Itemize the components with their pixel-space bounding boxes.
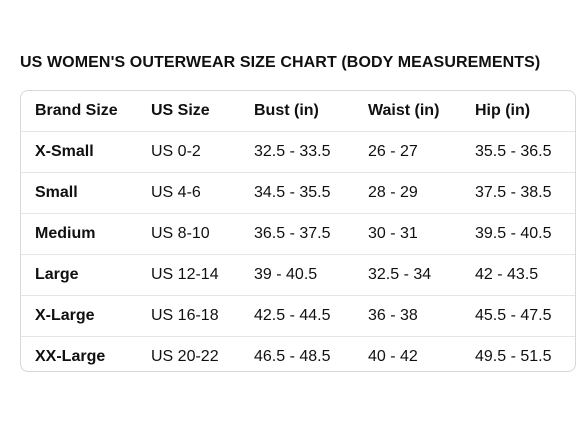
- cell-hip: 35.5 - 36.5: [461, 131, 575, 173]
- cell-us-size: US 16-18: [137, 295, 240, 337]
- cell-us-size: US 0-2: [137, 131, 240, 173]
- cell-bust: 42.5 - 44.5: [240, 295, 354, 337]
- cell-brand-size: Medium: [21, 213, 137, 255]
- cell-hip: 37.5 - 38.5: [461, 172, 575, 214]
- cell-hip: 39.5 - 40.5: [461, 213, 575, 255]
- cell-us-size: US 4-6: [137, 172, 240, 214]
- cell-bust: 46.5 - 48.5: [254, 348, 331, 365]
- cell-bust: 32.5 - 33.5: [240, 131, 354, 173]
- cell-bust: 36.5 - 37.5: [240, 213, 354, 255]
- cell-us-size: US 8-10: [137, 213, 240, 255]
- cell-us-size: US 20-22: [151, 348, 219, 365]
- cell-bust: 39 - 40.5: [240, 254, 354, 296]
- cell-hip: 45.5 - 47.5: [461, 295, 575, 337]
- cell-hip: 42 - 43.5: [461, 254, 575, 296]
- cell-waist: 32.5 - 34: [354, 254, 461, 296]
- cell-waist: 36 - 38: [354, 295, 461, 337]
- cell-bust: 34.5 - 35.5: [240, 172, 354, 214]
- header-brand-size: Brand Size: [21, 91, 137, 132]
- table-row: X-Large US 16-18 42.5 - 44.5 36 - 38 45.…: [21, 295, 575, 337]
- size-chart-table-container: Brand Size US Size Bust (in) Waist (in) …: [20, 90, 576, 372]
- cell-us-size: US 12-14: [137, 254, 240, 296]
- table-row: Large US 12-14 39 - 40.5 32.5 - 34 42 - …: [21, 254, 575, 296]
- header-hip: Hip (in): [461, 91, 575, 132]
- cell-waist: 28 - 29: [354, 172, 461, 214]
- size-chart-table: Brand Size US Size Bust (in) Waist (in) …: [21, 91, 575, 372]
- header-bust: Bust (in): [240, 91, 354, 132]
- cell-waist: 30 - 31: [354, 213, 461, 255]
- cell-brand-size: X-Small: [21, 131, 137, 173]
- page-title: US WOMEN'S OUTERWEAR SIZE CHART (BODY ME…: [20, 54, 541, 71]
- cell-brand-size: X-Large: [21, 295, 137, 337]
- table-row: Small US 4-6 34.5 - 35.5 28 - 29 37.5 - …: [21, 172, 575, 214]
- cell-brand-size: XX-Large: [35, 348, 106, 365]
- table-header-row: Brand Size US Size Bust (in) Waist (in) …: [21, 91, 575, 132]
- table-row: X-Small US 0-2 32.5 - 33.5 26 - 27 35.5 …: [21, 131, 575, 173]
- header-us-size: US Size: [137, 91, 240, 132]
- cell-hip: 49.5 - 51.5: [475, 348, 552, 365]
- table-row: Medium US 8-10 36.5 - 37.5 30 - 31 39.5 …: [21, 213, 575, 255]
- cell-brand-size: Large: [21, 254, 137, 296]
- cell-waist: 26 - 27: [354, 131, 461, 173]
- cell-waist: 40 - 42: [368, 348, 418, 365]
- cell-brand-size: Small: [21, 172, 137, 214]
- header-waist: Waist (in): [354, 91, 461, 132]
- table-row: XX-Large US 20-22 46.5 - 48.5 40 - 42 49…: [21, 337, 575, 372]
